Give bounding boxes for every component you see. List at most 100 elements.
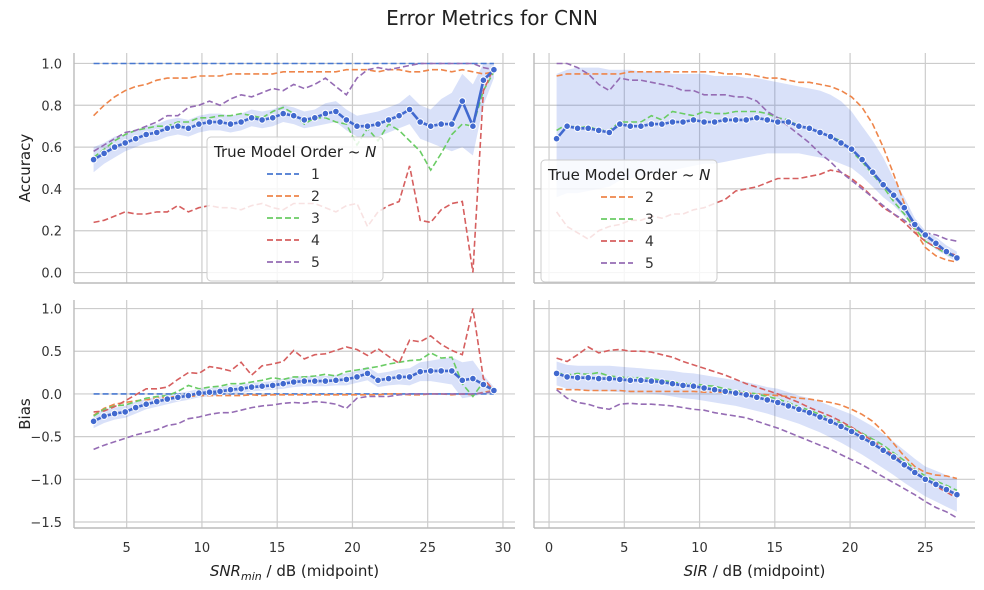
mean-point	[374, 376, 382, 385]
x-tick-label: 20	[344, 541, 361, 556]
mean-point	[721, 387, 730, 396]
panel-acc-snr: 0.0 0.2 0.4 0.6 0.8 1.0 Accuracy True Model Ord…	[16, 53, 515, 284]
mean-point	[163, 395, 172, 403]
mean-point	[679, 118, 687, 126]
x-tick-label: 30	[495, 541, 512, 556]
legend-title: True Model Order ~ N	[213, 143, 376, 161]
x-tick-label: 5	[123, 541, 131, 556]
mean-point	[153, 128, 161, 137]
y-tick-label: 0.2	[41, 225, 62, 240]
mean-point	[816, 413, 824, 421]
x-axis-label: SIR / dB (midpoint)	[684, 562, 826, 580]
mean-point	[626, 376, 635, 385]
mean-point	[121, 408, 129, 416]
legend-title-text: True Model Order ~	[547, 166, 699, 184]
mean-point	[311, 114, 319, 122]
mean-point	[448, 120, 456, 128]
mean-point	[594, 374, 603, 383]
mean-point	[469, 374, 477, 383]
mean-point	[353, 373, 361, 381]
legend-label-order-2: 2	[311, 189, 320, 205]
legend-label-order-3: 3	[311, 211, 320, 227]
mean-point	[826, 417, 835, 426]
mean-point	[668, 379, 677, 388]
mean-point	[700, 384, 708, 392]
mean-point	[584, 124, 593, 133]
y-tick-label: 1.0	[41, 57, 62, 72]
mean-point	[184, 391, 193, 400]
mean-point	[658, 378, 666, 386]
series-line-order-4	[556, 346, 958, 499]
y-axis-label: Accuracy	[16, 134, 34, 203]
mean-point	[237, 118, 245, 126]
mean-point	[258, 116, 266, 124]
y-tick-label: 0.0	[41, 267, 62, 282]
mean-point	[195, 120, 203, 128]
legend-title-symbol: N	[365, 143, 376, 161]
mean-point	[216, 118, 224, 126]
mean-point	[647, 377, 656, 385]
mean-point	[679, 381, 687, 390]
mean-point	[889, 453, 898, 461]
x-axis-label-subscript: min	[241, 570, 262, 583]
panel-bias-snr: 5 10 15 20 25 30 −1.5 −1.0 −0.5 0.0 0.5 1.0 SNRmin /…	[16, 300, 515, 583]
mean-point	[753, 393, 761, 402]
mean-point	[416, 367, 425, 376]
mean-point	[605, 128, 614, 137]
mean-point	[448, 367, 456, 375]
confidence-band	[556, 67, 957, 263]
x-axis-label-symbol: SIR	[684, 562, 708, 580]
x-tick-label: 5	[620, 541, 628, 556]
mean-point	[416, 118, 425, 126]
mean-point	[889, 191, 898, 199]
series-line-order-5	[93, 62, 495, 152]
mean-point	[689, 382, 698, 391]
mean-point	[932, 239, 940, 248]
mean-point	[858, 155, 866, 164]
mean-point	[363, 369, 372, 378]
mean-point	[763, 116, 772, 124]
mean-point	[774, 118, 782, 126]
mean-point	[626, 122, 635, 130]
mean-point	[784, 118, 793, 126]
confidence-band	[93, 357, 494, 429]
mean-point	[279, 109, 288, 118]
x-tick-label: 25	[419, 541, 436, 556]
mean-point	[163, 124, 172, 133]
mean-point	[637, 122, 645, 130]
mean-point	[100, 149, 108, 158]
mean-point	[753, 114, 761, 122]
legend-box	[540, 159, 718, 283]
y-tick-label: −1.5	[30, 516, 62, 531]
mean-point	[289, 378, 298, 386]
mean-point	[395, 111, 403, 120]
mean-point	[342, 116, 351, 124]
mean-point	[921, 475, 930, 484]
legend-label-order-1: 1	[311, 167, 320, 183]
mean-point	[605, 374, 614, 383]
y-tick-label: −0.5	[30, 431, 62, 446]
mean-point	[942, 247, 951, 256]
mean-point	[184, 124, 193, 133]
mean-point	[300, 377, 309, 385]
mean-point	[847, 145, 856, 153]
mean-point	[353, 122, 361, 130]
legend-box	[206, 136, 384, 282]
y-tick-label: 1.0	[41, 303, 62, 318]
x-tick-label: 20	[842, 541, 859, 556]
mean-point	[174, 393, 182, 402]
mean-point	[479, 76, 488, 84]
mean-point	[226, 385, 235, 394]
mean-point	[300, 116, 309, 124]
mean-point	[774, 398, 782, 407]
mean-point	[826, 132, 835, 141]
series-line-order-4	[93, 308, 495, 413]
mean-point	[837, 139, 845, 147]
series-line-order-2	[93, 68, 495, 117]
series-line-order-2	[556, 71, 958, 263]
y-tick-label: −1.0	[30, 473, 62, 488]
mean-point	[668, 118, 677, 126]
mean-point	[858, 433, 866, 442]
mean-point	[795, 122, 803, 130]
legend-label-order-4: 4	[645, 234, 654, 250]
